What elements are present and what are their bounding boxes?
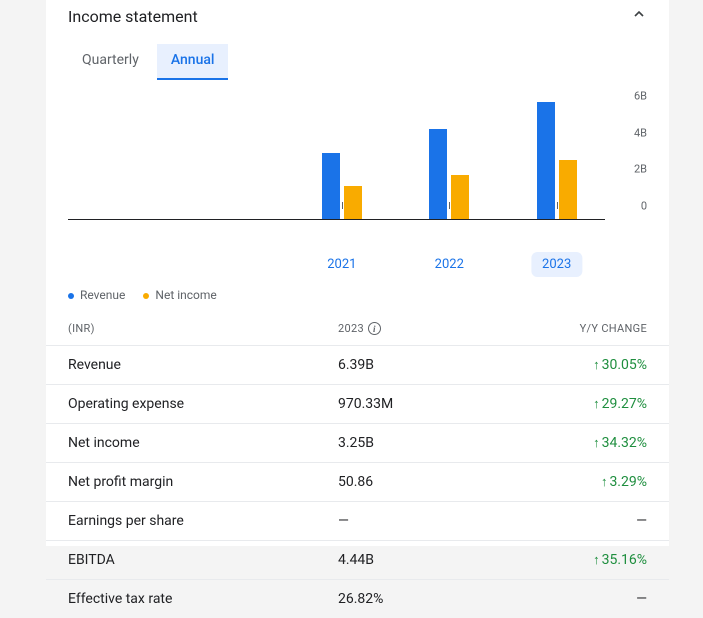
y-tick-label: 6B xyxy=(613,90,647,103)
collapse-toggle[interactable] xyxy=(631,6,647,26)
metric-label: Revenue xyxy=(68,357,338,373)
bar-net_income xyxy=(559,160,577,219)
arrow-up-icon: ↑ xyxy=(593,397,600,412)
legend-item-net_income: Net income xyxy=(143,288,216,302)
table-row[interactable]: Operating expense970.33M↑29.27% xyxy=(46,384,669,423)
value-column-header: 2023 i xyxy=(338,322,478,335)
tab-quarterly[interactable]: Quarterly xyxy=(68,44,153,80)
period-tabs: QuarterlyAnnual xyxy=(46,26,669,80)
chevron-up-icon xyxy=(631,6,647,22)
metric-label: Earnings per share xyxy=(68,513,338,529)
metric-change: ↑3.29% xyxy=(478,474,647,490)
table-body: Revenue6.39B↑30.05%Operating expense970.… xyxy=(46,345,669,618)
metric-change: — xyxy=(478,513,647,529)
metric-change: — xyxy=(478,591,647,607)
arrow-up-icon: ↑ xyxy=(593,553,600,568)
legend-label: Net income xyxy=(155,288,216,302)
bar-group-2021[interactable] xyxy=(322,153,362,219)
chart-legend: Revenue Net income xyxy=(46,274,669,302)
currency-label: (INR) xyxy=(68,322,338,335)
metric-value: 6.39B xyxy=(338,357,478,373)
chart: 6B 4B 2B 0 xyxy=(68,92,647,238)
legend-item-revenue: Revenue xyxy=(68,288,125,302)
table-row[interactable]: Net income3.25B↑34.32% xyxy=(46,423,669,462)
table-row[interactable]: Earnings per share—— xyxy=(46,501,669,540)
x-tick xyxy=(342,202,343,209)
table-row[interactable]: Net profit margin50.86↑3.29% xyxy=(46,462,669,501)
bar-net_income xyxy=(451,175,469,219)
arrow-up-icon: ↑ xyxy=(593,436,600,451)
chart-plot-area: 6B4B2B0 xyxy=(68,92,605,220)
arrow-up-icon: ↑ xyxy=(601,475,608,490)
year-button-2023[interactable]: 2023 xyxy=(531,252,582,277)
value-year: 2023 xyxy=(338,322,364,335)
bar-revenue xyxy=(429,129,447,219)
metric-change: ↑29.27% xyxy=(478,396,647,412)
bar-revenue xyxy=(322,153,340,219)
bar-net_income xyxy=(344,186,362,219)
section-title: Income statement xyxy=(68,7,198,26)
metric-label: EBITDA xyxy=(68,552,338,568)
metric-change: ↑35.16% xyxy=(478,552,647,568)
metric-label: Operating expense xyxy=(68,396,338,412)
info-icon[interactable]: i xyxy=(368,322,381,335)
bar-revenue xyxy=(537,102,555,219)
y-tick-label: 4B xyxy=(613,126,647,139)
y-tick-label: 0 xyxy=(613,200,647,213)
legend-swatch xyxy=(143,293,149,299)
legend-swatch xyxy=(68,293,74,299)
table-header: (INR) 2023 i Y/Y CHANGE xyxy=(46,302,669,345)
income-statement-card: Income statement QuarterlyAnnual 6B 4B 2B 0… xyxy=(46,0,669,546)
arrow-up-icon: ↑ xyxy=(593,358,600,373)
metric-change: ↑34.32% xyxy=(478,435,647,451)
metric-label: Effective tax rate xyxy=(68,591,338,607)
metric-value: 50.86 xyxy=(338,474,478,490)
metric-label: Net profit margin xyxy=(68,474,338,490)
change-column-header: Y/Y CHANGE xyxy=(478,322,647,335)
metric-change: ↑30.05% xyxy=(478,357,647,373)
x-tick xyxy=(449,202,450,209)
table-row[interactable]: Revenue6.39B↑30.05% xyxy=(46,345,669,384)
metric-value: — xyxy=(338,513,478,529)
metric-value: 26.82% xyxy=(338,591,478,607)
year-button-2022[interactable]: 2022 xyxy=(424,252,475,277)
x-tick xyxy=(557,202,558,209)
metric-label: Net income xyxy=(68,435,338,451)
chart-x-labels: 2021 2022 2023 xyxy=(68,238,647,274)
year-button-2021[interactable]: 2021 xyxy=(316,252,367,277)
metric-value: 3.25B xyxy=(338,435,478,451)
y-tick-label: 2B xyxy=(613,163,647,176)
table-row[interactable]: Effective tax rate26.82%— xyxy=(46,579,669,618)
metric-value: 4.44B xyxy=(338,552,478,568)
section-header: Income statement xyxy=(46,0,669,26)
metric-value: 970.33M xyxy=(338,396,478,412)
legend-label: Revenue xyxy=(80,288,125,302)
tab-annual[interactable]: Annual xyxy=(157,44,229,80)
